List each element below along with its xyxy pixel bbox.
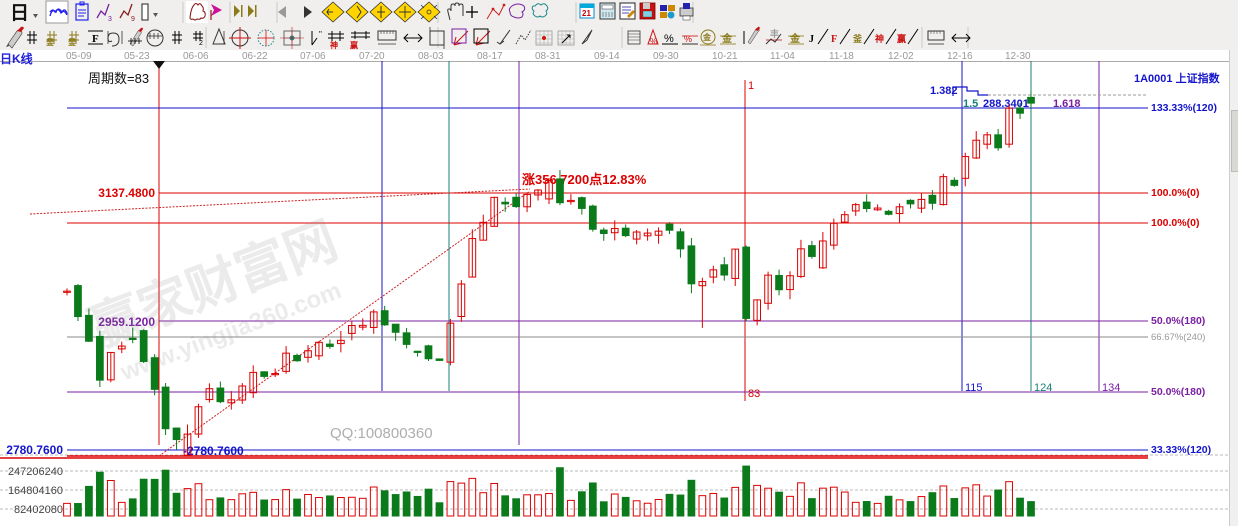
- svg-text:06-06: 06-06: [183, 51, 209, 61]
- svg-text:05-23: 05-23: [124, 51, 150, 61]
- svg-text:9: 9: [131, 16, 135, 23]
- svg-text:金: 金: [721, 32, 733, 45]
- svg-text:%: %: [664, 33, 674, 45]
- svg-text:164804160: 164804160: [8, 485, 63, 497]
- svg-text:07-06: 07-06: [300, 51, 326, 61]
- svg-text:12-30: 12-30: [1005, 51, 1031, 61]
- svg-text:08-17: 08-17: [477, 51, 503, 61]
- svg-text:09-14: 09-14: [594, 51, 620, 61]
- svg-text:%: %: [684, 34, 692, 44]
- svg-text:赢: 赢: [897, 33, 906, 44]
- svg-text:神: 神: [330, 40, 338, 50]
- svg-text:%: %: [650, 37, 657, 46]
- svg-text:10-21: 10-21: [712, 51, 738, 61]
- svg-text:神: 神: [875, 33, 884, 44]
- svg-text:丰: 丰: [770, 28, 779, 39]
- svg-text:82402080: 82402080: [14, 504, 63, 516]
- svg-text:釜: 釜: [45, 37, 55, 47]
- svg-text:07-20: 07-20: [359, 51, 385, 61]
- svg-text:12-02: 12-02: [888, 51, 914, 61]
- svg-text:3: 3: [108, 16, 112, 23]
- svg-text:247206240: 247206240: [8, 466, 63, 478]
- svg-text:釜: 釜: [852, 33, 863, 44]
- svg-text:F: F: [92, 33, 99, 45]
- svg-text:金: 金: [702, 32, 712, 42]
- svg-text:12-16: 12-16: [947, 51, 973, 61]
- svg-text:05-09: 05-09: [66, 51, 92, 61]
- svg-text:11-18: 11-18: [829, 51, 854, 61]
- svg-text:釜: 釜: [67, 37, 77, 47]
- svg-text:金: 金: [789, 32, 801, 45]
- svg-text:F: F: [831, 34, 837, 45]
- svg-text:06-22: 06-22: [242, 51, 268, 61]
- svg-text:": ": [319, 30, 322, 39]
- svg-text:J: J: [809, 34, 814, 45]
- svg-text:2: 2: [199, 40, 203, 47]
- svg-text:日: 日: [10, 3, 29, 24]
- svg-text:21: 21: [582, 9, 591, 18]
- svg-text:11-04: 11-04: [770, 51, 795, 61]
- svg-text:08-31: 08-31: [535, 51, 561, 61]
- svg-text:09-30: 09-30: [653, 51, 679, 61]
- svg-text:赢: 赢: [350, 40, 358, 50]
- svg-text:08-03: 08-03: [418, 51, 444, 61]
